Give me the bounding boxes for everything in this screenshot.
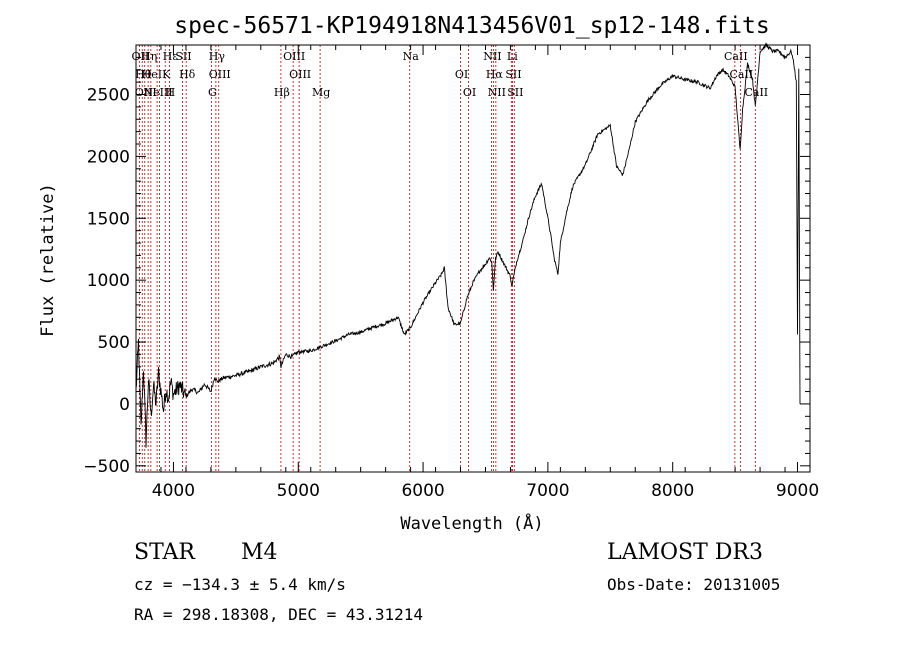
line-label: H bbox=[166, 86, 176, 99]
y-tick-label: 1500 bbox=[87, 209, 130, 229]
observation-date: Obs-Date: 20131005 bbox=[607, 575, 781, 594]
line-label: OIII bbox=[209, 68, 231, 81]
y-tick-label: 500 bbox=[98, 333, 130, 353]
line-label: Hη bbox=[141, 50, 157, 63]
chart-title: spec-56571-KP194918N413456V01_sp12-148.f… bbox=[174, 13, 769, 39]
line-label: K bbox=[162, 68, 171, 81]
line-label: NII bbox=[488, 86, 506, 99]
x-tick-label: 8000 bbox=[651, 481, 694, 501]
line-label: SII bbox=[175, 50, 191, 63]
object-class: STAR bbox=[134, 540, 195, 565]
line-label: CaII bbox=[730, 68, 754, 81]
line-label: Hα bbox=[486, 68, 504, 81]
line-label: Mg bbox=[312, 86, 330, 99]
line-label: OI bbox=[455, 68, 468, 81]
line-label: Hγ bbox=[209, 50, 226, 63]
axes: 4000 5000 6000 7000 8000 9000 −500 0 500 1000 1500… bbox=[83, 44, 819, 501]
line-label: OIII bbox=[283, 50, 305, 63]
line-label: Hδ bbox=[179, 68, 196, 81]
y-tick-label: 1000 bbox=[87, 271, 130, 291]
line-label: OI bbox=[463, 86, 476, 99]
coordinates: RA = 298.18308, DEC = 43.31214 bbox=[134, 605, 423, 624]
x-axis-label: Wavelength (Å) bbox=[400, 512, 543, 534]
line-label: G bbox=[208, 86, 217, 99]
line-label: NII bbox=[483, 50, 501, 63]
x-tick-label: 4000 bbox=[152, 481, 195, 501]
line-label: OIII bbox=[289, 68, 311, 81]
line-label: Hε bbox=[163, 50, 179, 63]
y-tick-label: 2000 bbox=[87, 147, 130, 167]
line-label: HeI bbox=[142, 68, 162, 81]
line-label: Hβ bbox=[274, 86, 290, 99]
data-layer bbox=[135, 42, 801, 448]
line-label: SII bbox=[507, 86, 523, 99]
y-tick-label: −500 bbox=[83, 457, 130, 477]
x-tick-label: 9000 bbox=[776, 481, 819, 501]
line-label: Hθ bbox=[135, 68, 152, 81]
y-tick-label: 2500 bbox=[87, 86, 130, 106]
line-label: CaII bbox=[724, 50, 748, 63]
y-tick-label: 0 bbox=[119, 395, 130, 415]
x-tick-label: 7000 bbox=[526, 481, 569, 501]
y-axis-label: Flux (relative) bbox=[38, 183, 58, 337]
object-subclass: M4 bbox=[241, 540, 278, 565]
flux-series-line bbox=[135, 42, 801, 448]
line-label: Li bbox=[507, 50, 518, 63]
line-label: Na bbox=[403, 50, 420, 63]
spectral-line-markers: OIIHθOIIIHηHeINeIIIKHHεSIIHδGHγOIIIHβOII… bbox=[132, 45, 768, 472]
x-tick-label: 6000 bbox=[401, 481, 444, 501]
plot-frame bbox=[135, 44, 811, 473]
line-label: SII bbox=[505, 68, 521, 81]
redshift-velocity: cz = −134.3 ± 5.4 km/s bbox=[134, 575, 346, 594]
x-tick-label: 5000 bbox=[277, 481, 320, 501]
survey-name: LAMOST DR3 bbox=[607, 540, 763, 565]
